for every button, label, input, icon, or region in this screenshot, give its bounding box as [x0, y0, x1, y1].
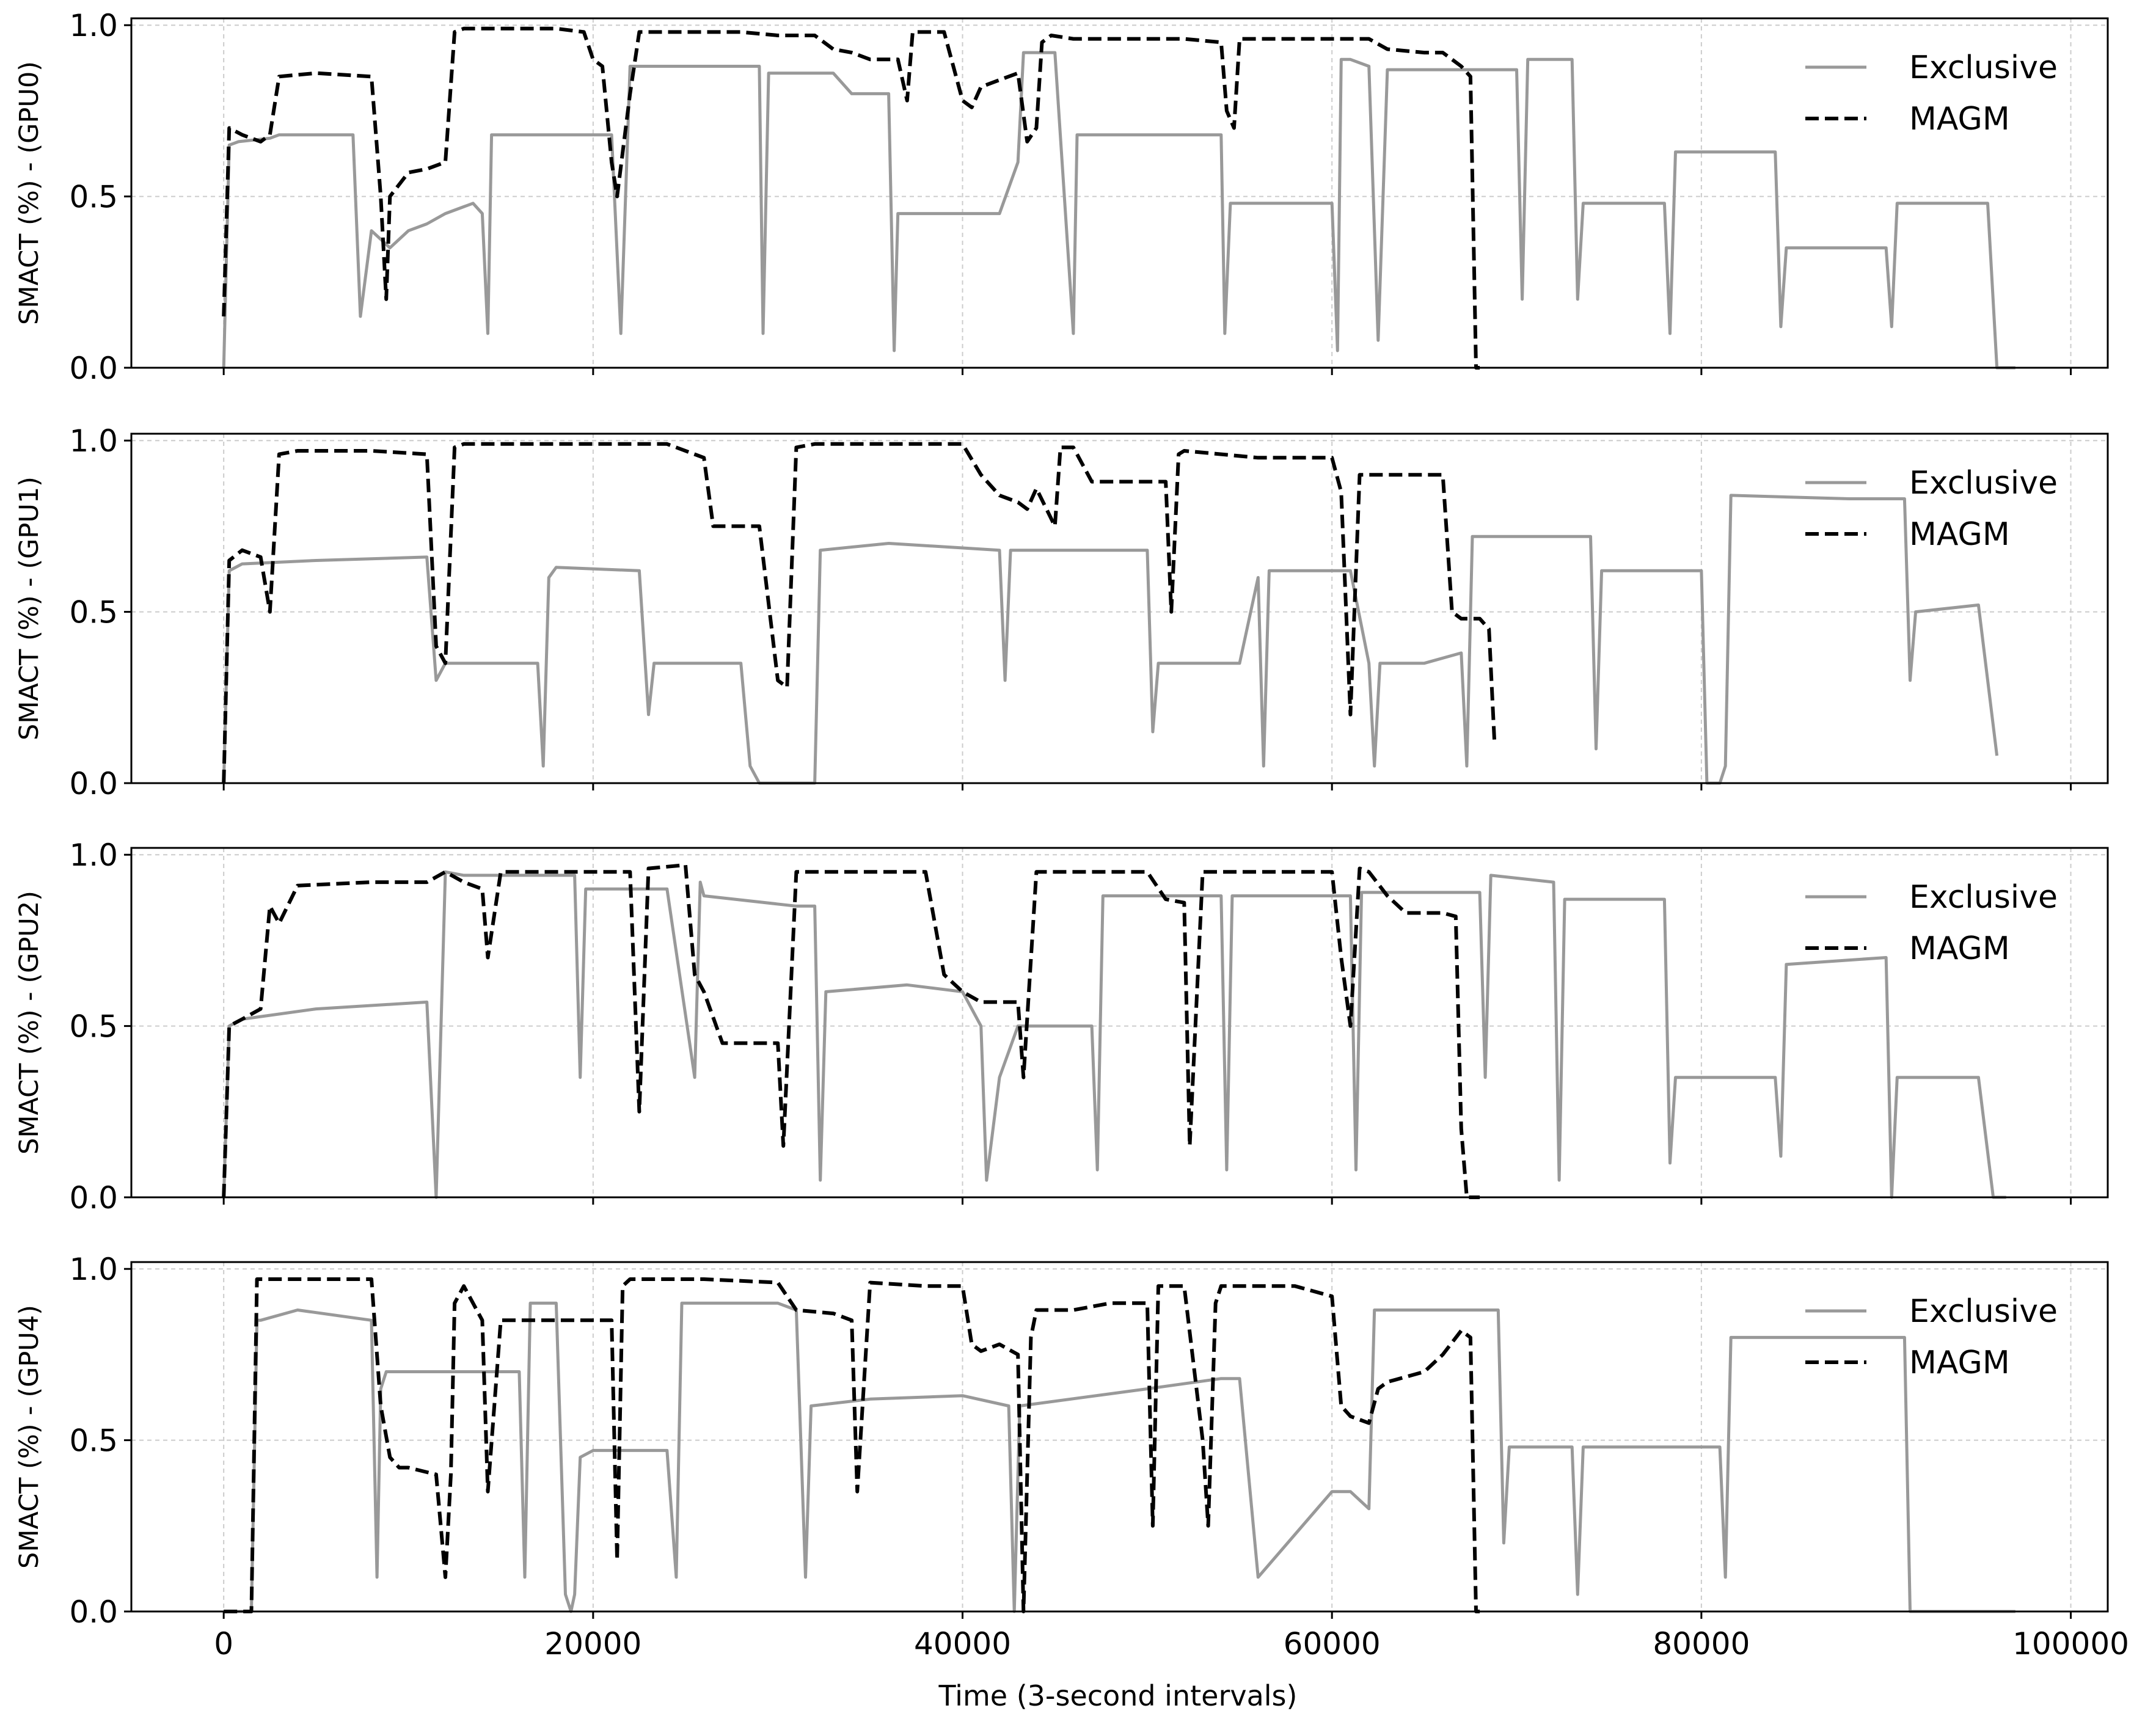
- y-tick-label: 1.0: [69, 8, 118, 43]
- x-tick-label: 40000: [914, 1626, 1011, 1662]
- y-tick-label: 0.0: [69, 1180, 118, 1216]
- legend-label-exclusive: Exclusive: [1909, 1293, 2058, 1330]
- legend-label-magm: MAGM: [1909, 930, 2010, 967]
- y-axis-label: SMACT (%) - (GPU4): [14, 1305, 45, 1569]
- x-tick-label: 0: [214, 1626, 233, 1662]
- plot-frame: [130, 432, 2109, 784]
- legend-label-magm: MAGM: [1909, 516, 2010, 553]
- x-axis-label: Time (3-second intervals): [938, 1679, 1298, 1712]
- series-line-magm: [222, 442, 1497, 784]
- subplot-stack: 0.0 0.5 1.0 SMACT (%) - (GPU0) Exclusive MAGM…: [14, 8, 2129, 1662]
- subplot-2: 0.0 0.5 1.0 SMACT (%) - (GPU2) Exclusive MAGM: [14, 838, 2109, 1216]
- series-line-magm: [222, 26, 1480, 370]
- legend-label-exclusive: Exclusive: [1909, 879, 2058, 916]
- legend-label-exclusive: Exclusive: [1909, 49, 2058, 86]
- subplot-3: 0.0 0.5 1.0 0 20000 40000 60000 80000 100000 SMAC…: [14, 1252, 2129, 1662]
- legend-label-magm: MAGM: [1909, 101, 2010, 137]
- y-tick-label: 0.5: [69, 595, 118, 630]
- x-tick-label: 20000: [544, 1626, 641, 1662]
- y-tick-label: 1.0: [69, 423, 118, 459]
- series-line-magm: [224, 1277, 1480, 1613]
- y-tick-label: 1.0: [69, 1252, 118, 1287]
- y-tick-label: 0.0: [69, 1594, 118, 1630]
- subplot-1: 0.0 0.5 1.0 SMACT (%) - (GPU1) Exclusive MAGM: [14, 423, 2109, 801]
- series-line-magm: [222, 863, 1480, 1199]
- y-axis-label: SMACT (%) - (GPU2): [14, 891, 45, 1155]
- subplot-0: 0.0 0.5 1.0 SMACT (%) - (GPU0) Exclusive MAGM: [14, 8, 2109, 386]
- x-tick-label: 60000: [1284, 1626, 1381, 1662]
- y-tick-label: 0.5: [69, 1009, 118, 1045]
- plot-frame: [130, 847, 2109, 1199]
- series-line-exclusive: [224, 1301, 2015, 1613]
- legend-label-exclusive: Exclusive: [1909, 465, 2058, 502]
- series-line-exclusive: [222, 51, 2015, 370]
- x-tick-label: 80000: [1653, 1626, 1750, 1662]
- y-axis-label: SMACT (%) - (GPU1): [14, 476, 45, 740]
- y-tick-label: 1.0: [69, 838, 118, 873]
- y-tick-label: 0.0: [69, 766, 118, 801]
- y-tick-label: 0.0: [69, 351, 118, 386]
- y-tick-label: 0.5: [69, 1423, 118, 1459]
- x-tick-label: 100000: [2012, 1626, 2129, 1662]
- plot-frame: [130, 1261, 2109, 1613]
- y-axis-label: SMACT (%) - (GPU0): [14, 61, 45, 325]
- legend-label-magm: MAGM: [1909, 1345, 2010, 1381]
- plot-frame: [130, 17, 2109, 369]
- series-line-exclusive: [222, 870, 2006, 1199]
- y-tick-label: 0.5: [69, 180, 118, 215]
